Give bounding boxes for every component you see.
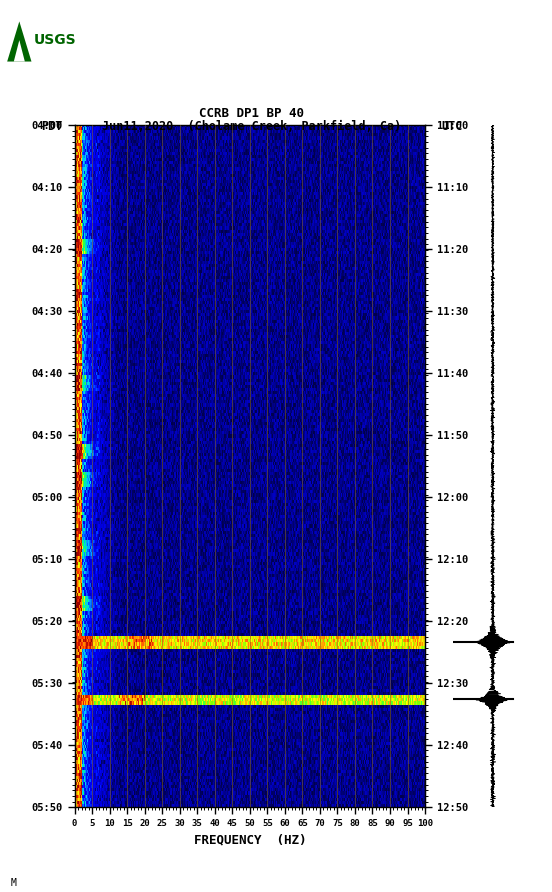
Polygon shape <box>14 40 25 62</box>
X-axis label: FREQUENCY  (HZ): FREQUENCY (HZ) <box>194 834 306 847</box>
Text: USGS: USGS <box>34 33 77 47</box>
Text: UTC: UTC <box>442 120 463 133</box>
Text: PDT: PDT <box>41 120 63 133</box>
Text: Jun11,2020  (Cholame Creek, Parkfield, Ca): Jun11,2020 (Cholame Creek, Parkfield, Ca… <box>102 120 401 133</box>
Text: CCRB DP1 BP 40: CCRB DP1 BP 40 <box>199 107 304 120</box>
Text: M: M <box>11 878 17 888</box>
Polygon shape <box>7 21 31 62</box>
